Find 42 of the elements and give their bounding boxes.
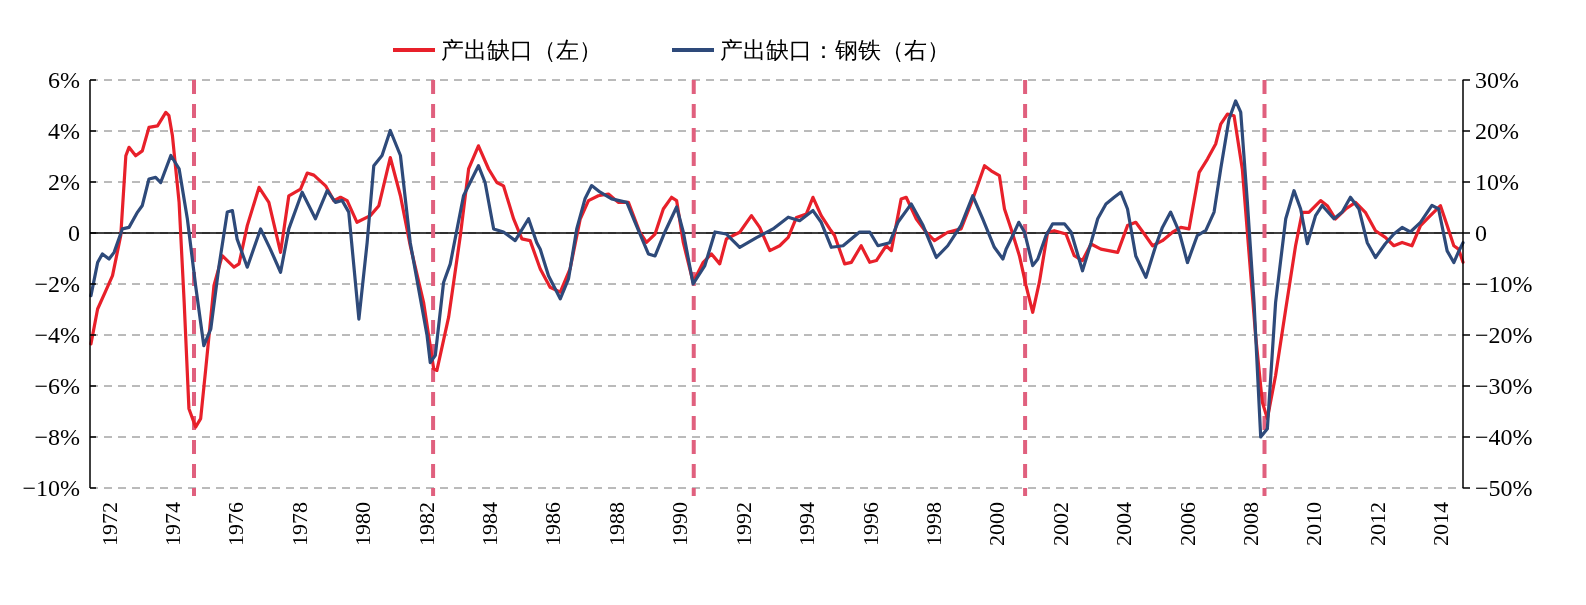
y-tick-label: 4% [48, 118, 80, 144]
y-tick-label: −10% [22, 475, 80, 501]
legend-label: 产出缺口（左） [441, 37, 602, 63]
x-tick-label: 1972 [96, 502, 122, 546]
y-tick-label: 2% [48, 169, 80, 195]
x-tick-label: 2012 [1364, 502, 1390, 546]
x-tick-label: 1986 [540, 502, 566, 546]
y2-tick-label: 20% [1475, 118, 1519, 144]
y2-tick-label: −30% [1475, 373, 1533, 399]
y2-tick-label: −50% [1475, 475, 1533, 501]
x-tick-label: 1992 [730, 502, 756, 546]
y2-tick-label: 0 [1475, 220, 1487, 246]
x-tick-label: 1996 [857, 502, 883, 546]
y-tick-label: −6% [34, 373, 80, 399]
x-tick-label: 2002 [1047, 502, 1073, 546]
x-tick-label: 2010 [1301, 502, 1327, 546]
y-tick-label: −4% [34, 322, 80, 348]
y2-tick-label: −40% [1475, 424, 1533, 450]
x-tick-label: 2006 [1174, 502, 1200, 546]
x-tick-label: 1988 [603, 502, 629, 546]
x-tick-label: 2000 [984, 502, 1010, 546]
x-tick-label: 2008 [1238, 502, 1264, 546]
x-tick-label: 1976 [223, 502, 249, 546]
x-tick-label: 1982 [413, 502, 439, 546]
y-tick-label: 0 [68, 220, 80, 246]
y-tick-label: 6% [48, 67, 80, 93]
x-tick-label: 1994 [794, 502, 820, 546]
x-tick-label: 1980 [350, 502, 376, 546]
x-tick-label: 2004 [1111, 502, 1137, 546]
y2-tick-label: −20% [1475, 322, 1533, 348]
x-tick-label: 1974 [159, 502, 185, 546]
y-tick-label: −2% [34, 271, 80, 297]
x-tick-label: 1998 [920, 502, 946, 546]
x-tick-label: 1990 [667, 502, 693, 546]
y2-tick-label: −10% [1475, 271, 1533, 297]
y2-tick-label: 30% [1475, 67, 1519, 93]
legend-label: 产出缺口：钢铁（右） [720, 37, 950, 63]
x-tick-label: 1984 [477, 502, 503, 546]
x-tick-label: 1978 [286, 502, 312, 546]
y-tick-label: −8% [34, 424, 80, 450]
x-tick-label: 2014 [1428, 502, 1454, 546]
y2-tick-label: 10% [1475, 169, 1519, 195]
